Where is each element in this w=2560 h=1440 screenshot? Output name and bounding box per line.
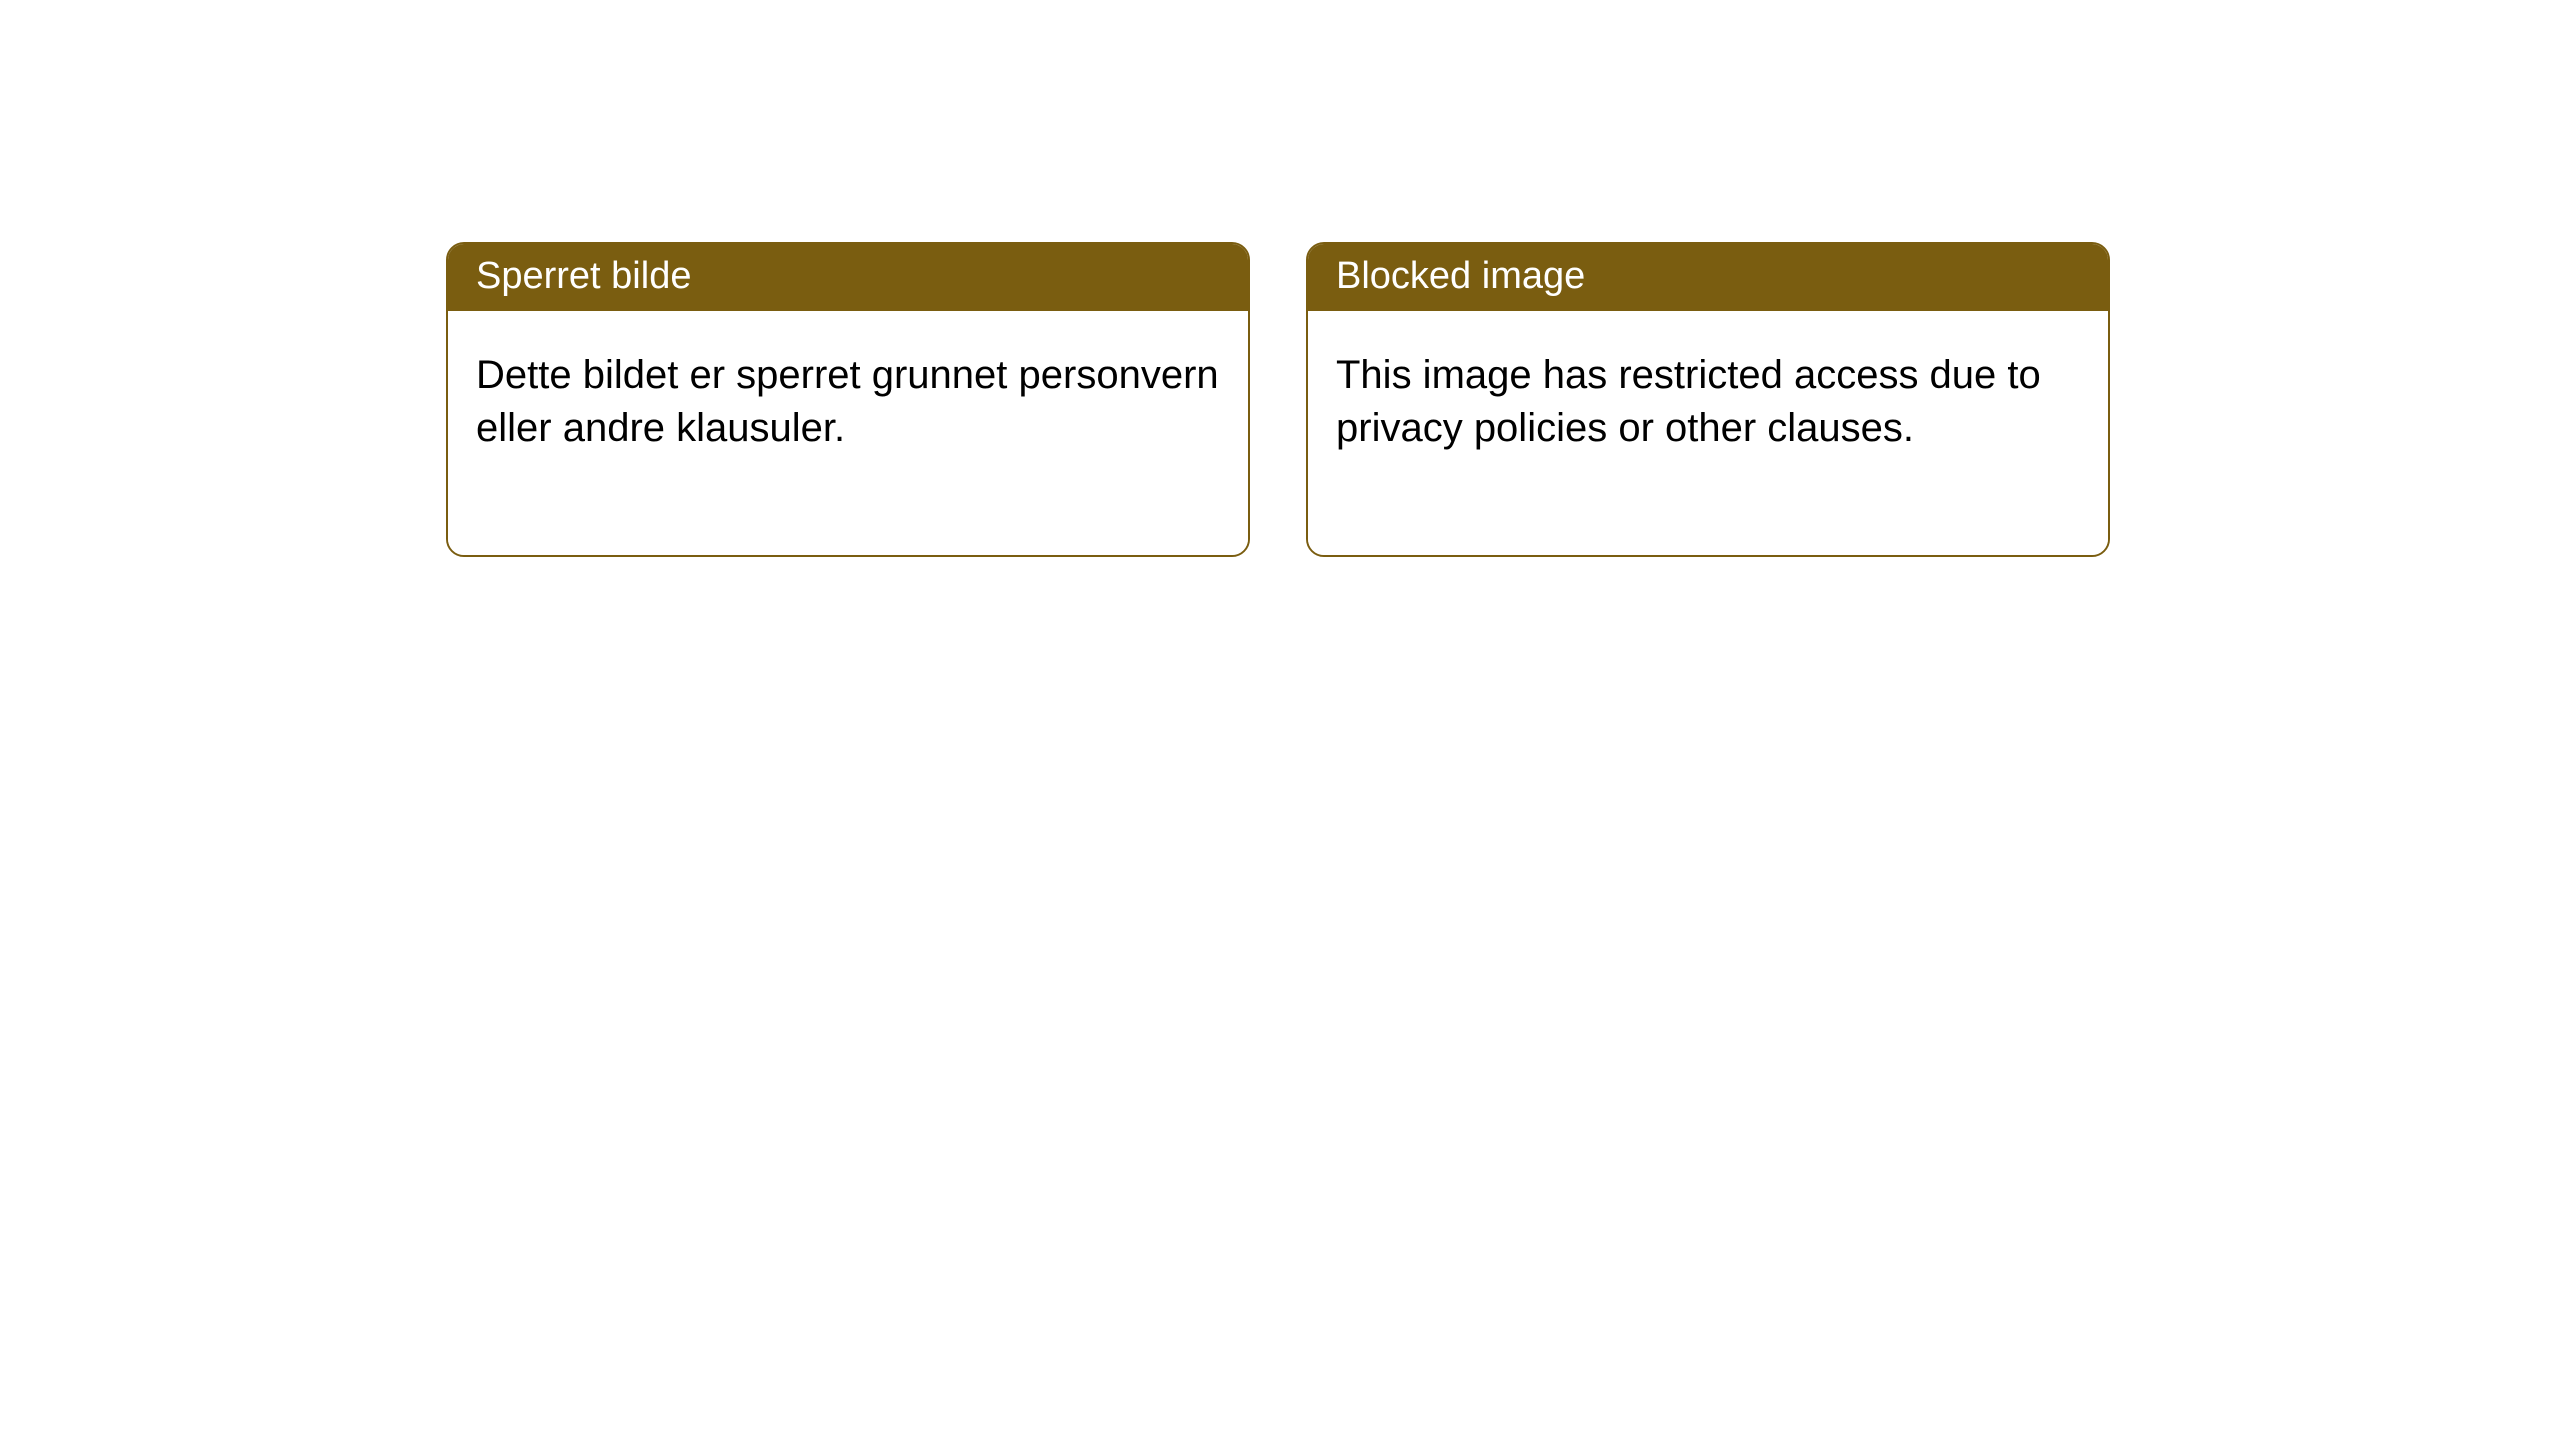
notice-body-norwegian: Dette bildet er sperret grunnet personve… bbox=[448, 311, 1248, 555]
notice-card-english: Blocked image This image has restricted … bbox=[1306, 242, 2110, 557]
notice-body-english: This image has restricted access due to … bbox=[1308, 311, 2108, 555]
notice-card-norwegian: Sperret bilde Dette bildet er sperret gr… bbox=[446, 242, 1250, 557]
notice-title-norwegian: Sperret bilde bbox=[448, 244, 1248, 311]
notice-title-english: Blocked image bbox=[1308, 244, 2108, 311]
notice-container: Sperret bilde Dette bildet er sperret gr… bbox=[0, 0, 2560, 557]
